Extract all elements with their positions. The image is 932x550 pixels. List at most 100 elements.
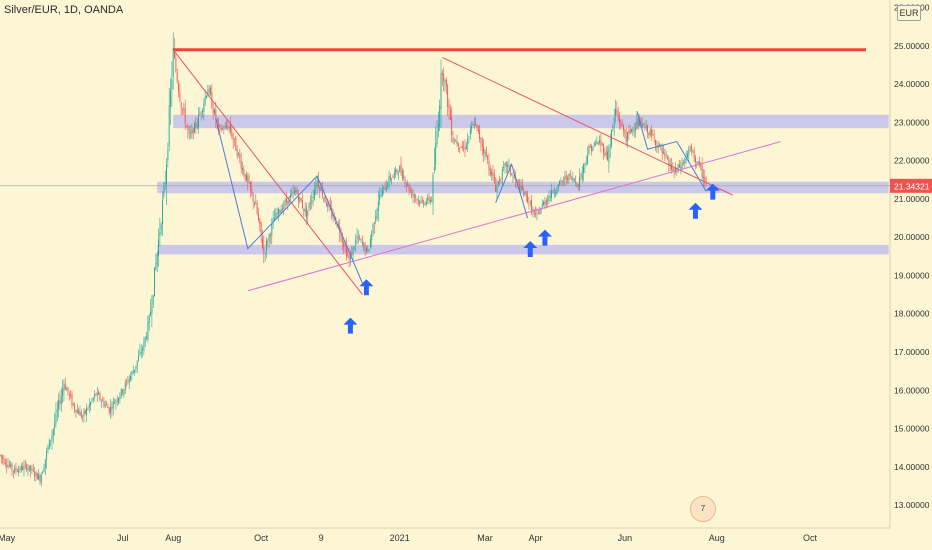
candle-body (106, 404, 108, 406)
candle-body (202, 110, 203, 113)
candle-body (30, 465, 32, 471)
candle-body (299, 197, 301, 200)
candle-body (258, 213, 259, 220)
candle-body (44, 459, 46, 468)
candle-body (70, 395, 72, 396)
candle-body (440, 73, 442, 109)
candle-body (311, 199, 313, 204)
candle-body (380, 194, 382, 197)
candle-body (388, 176, 390, 187)
candle-body (48, 439, 50, 449)
candle-body (364, 243, 366, 252)
candle-body (112, 401, 114, 409)
candle-body (683, 162, 684, 163)
candle-body (568, 173, 570, 181)
candle-body (529, 201, 531, 203)
candle-body (154, 267, 156, 297)
candle-body (425, 201, 427, 205)
chart-title: Silver/EUR, 1D, OANDA (4, 4, 124, 16)
candle-body (408, 184, 410, 192)
candle-body (600, 139, 602, 146)
candle-body (401, 171, 403, 179)
candle-body (587, 155, 589, 164)
candle-body (595, 143, 597, 145)
candle-body (659, 144, 660, 146)
candle-body (452, 137, 454, 142)
candle-body (601, 144, 603, 146)
candle-body (56, 409, 58, 412)
candle-body (576, 183, 578, 187)
candle-body (76, 410, 78, 413)
candle-body (255, 202, 257, 205)
candle-body (429, 199, 431, 203)
candle-body (668, 159, 670, 166)
candle-body (493, 174, 495, 184)
candle-body (235, 136, 237, 151)
time-tick-label: Apr (529, 533, 543, 543)
candle-body (451, 117, 453, 136)
candle-body (621, 124, 623, 126)
candle-body (327, 203, 329, 208)
candle-body (628, 130, 630, 134)
candle-body (135, 366, 137, 369)
candle-body (246, 175, 247, 181)
candle-body (42, 472, 44, 474)
candle-body (431, 199, 433, 201)
candle-body (521, 184, 523, 191)
candle-body (27, 468, 29, 471)
candle-body (270, 234, 271, 236)
candle-body (303, 208, 305, 212)
candle-body (164, 183, 166, 185)
candle-body (379, 194, 381, 200)
candle-body (465, 145, 467, 150)
candle-body (63, 384, 65, 392)
candle-body (254, 202, 255, 205)
candle-body (448, 104, 450, 110)
candle-body (519, 184, 521, 192)
candle-body (0, 455, 2, 457)
candle-body (512, 175, 514, 177)
time-tick-label: May (0, 533, 16, 543)
candle-body (548, 195, 550, 202)
candle-body (681, 162, 683, 169)
candle-body (351, 252, 353, 256)
candle-body (84, 409, 86, 414)
candle-body (297, 194, 299, 202)
candle-body (247, 175, 249, 182)
candle-body (35, 472, 37, 476)
candle-body (531, 199, 533, 213)
candle-body (232, 137, 234, 140)
candle-body (276, 213, 278, 215)
candle-body (131, 371, 133, 375)
candle-body (616, 109, 618, 115)
candle-body (591, 146, 593, 151)
candle-body (190, 133, 191, 134)
candle-body (619, 116, 620, 123)
candle-body (433, 166, 435, 171)
last-price-box (890, 178, 932, 193)
candle-body (472, 123, 474, 126)
candle-body (179, 92, 181, 101)
candle-body (359, 236, 361, 240)
wave-line (215, 118, 363, 284)
candle-body (67, 387, 69, 393)
candle-body (513, 176, 515, 179)
candle-body (684, 158, 686, 164)
candle-body (337, 224, 339, 226)
candle-body (500, 179, 502, 181)
candle-body (680, 166, 682, 169)
currency-button[interactable]: EUR (897, 5, 921, 21)
candle-body (108, 407, 110, 413)
candle-body (575, 181, 577, 183)
candle-body (140, 352, 142, 353)
price-tick-label: 25.00000 (894, 41, 930, 51)
candle-body (464, 147, 466, 149)
candle-body (316, 179, 318, 188)
candle-body (242, 167, 243, 170)
candle-body (481, 143, 483, 147)
candle-body (632, 127, 634, 133)
notification-badge[interactable]: 7 (690, 496, 716, 522)
candle-body (455, 140, 457, 142)
candle-body (655, 139, 656, 146)
